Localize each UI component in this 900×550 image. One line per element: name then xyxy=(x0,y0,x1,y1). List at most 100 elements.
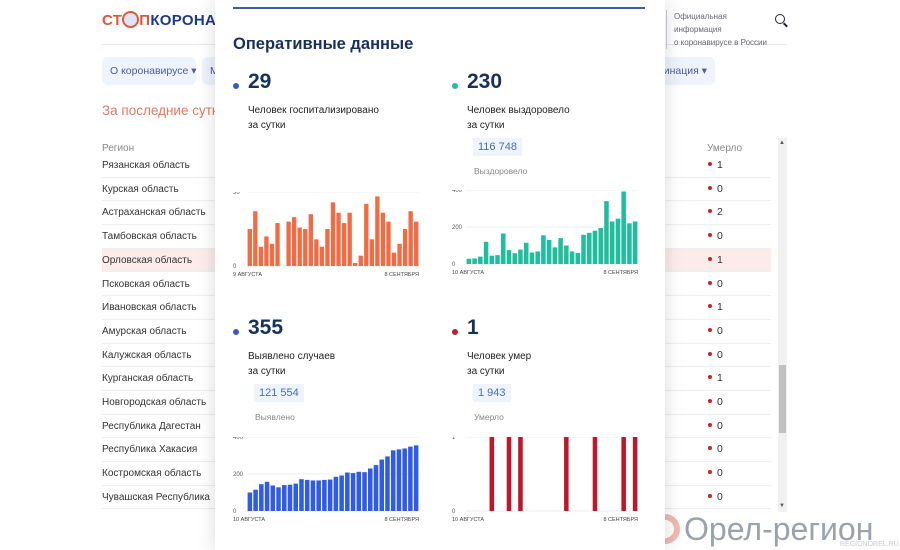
bar[interactable] xyxy=(358,255,363,266)
bar[interactable] xyxy=(501,233,506,264)
bar[interactable] xyxy=(546,239,552,264)
nav-about-coronavirus[interactable]: О коронавирусе ▾ xyxy=(102,57,197,85)
bar[interactable] xyxy=(330,202,336,266)
bar[interactable] xyxy=(541,235,546,264)
bar[interactable] xyxy=(396,449,402,511)
bar[interactable] xyxy=(368,468,373,511)
bar[interactable] xyxy=(564,437,569,511)
bar[interactable] xyxy=(402,229,408,266)
bar[interactable] xyxy=(390,450,396,511)
bar[interactable] xyxy=(512,253,517,264)
bar[interactable] xyxy=(587,232,592,264)
bar[interactable] xyxy=(364,203,369,266)
bar[interactable] xyxy=(495,255,500,264)
bar[interactable] xyxy=(632,437,638,511)
bar[interactable] xyxy=(375,196,380,266)
bar[interactable] xyxy=(397,243,402,266)
bar[interactable] xyxy=(253,211,258,266)
bar[interactable] xyxy=(408,446,413,511)
bar[interactable] xyxy=(552,247,558,264)
bar[interactable] xyxy=(621,437,626,511)
official-info-link[interactable]: Официальная информация о коронавирусе в Р… xyxy=(666,10,776,49)
bar[interactable] xyxy=(297,227,302,266)
bar[interactable] xyxy=(518,249,523,264)
bar[interactable] xyxy=(380,212,386,266)
bar[interactable] xyxy=(478,256,483,264)
bar[interactable] xyxy=(598,227,603,264)
bar[interactable] xyxy=(466,258,472,264)
bar[interactable] xyxy=(408,211,413,266)
bar[interactable] xyxy=(615,218,621,264)
bar[interactable] xyxy=(314,239,319,266)
bar[interactable] xyxy=(373,465,379,511)
bar[interactable] xyxy=(350,473,356,511)
bar[interactable] xyxy=(369,239,375,266)
bar[interactable] xyxy=(253,489,258,511)
bar[interactable] xyxy=(303,229,308,266)
bar[interactable] xyxy=(535,251,540,264)
bar[interactable] xyxy=(327,479,333,511)
scrollbar[interactable] xyxy=(778,138,787,512)
bar[interactable] xyxy=(264,481,270,511)
bar[interactable] xyxy=(282,485,287,511)
bar[interactable] xyxy=(310,480,316,511)
bar[interactable] xyxy=(286,221,291,266)
bar[interactable] xyxy=(269,243,275,266)
bar[interactable] xyxy=(489,437,495,511)
bar[interactable] xyxy=(385,456,390,511)
bar[interactable] xyxy=(353,263,358,266)
bar[interactable] xyxy=(304,479,310,511)
bar[interactable] xyxy=(569,251,575,264)
bar[interactable] xyxy=(259,484,264,511)
bar[interactable] xyxy=(483,241,489,264)
bar[interactable] xyxy=(581,234,586,264)
bar[interactable] xyxy=(379,459,384,511)
bar[interactable] xyxy=(293,483,298,511)
bar[interactable] xyxy=(291,217,297,266)
bar[interactable] xyxy=(632,221,638,264)
bar[interactable] xyxy=(609,221,615,264)
bar[interactable] xyxy=(413,445,419,511)
bar[interactable] xyxy=(362,472,367,511)
bar[interactable] xyxy=(275,223,280,266)
bar[interactable] xyxy=(270,485,276,511)
bar[interactable] xyxy=(258,246,264,266)
bar[interactable] xyxy=(264,236,269,266)
bar[interactable] xyxy=(604,201,609,264)
bar[interactable] xyxy=(287,484,293,511)
bar[interactable] xyxy=(333,476,339,511)
bar[interactable] xyxy=(347,212,352,266)
bar[interactable] xyxy=(345,472,350,511)
bar[interactable] xyxy=(564,245,569,265)
bar[interactable] xyxy=(472,258,477,264)
bar[interactable] xyxy=(523,242,529,264)
bar[interactable] xyxy=(247,229,252,266)
bar[interactable] xyxy=(247,492,253,512)
bar[interactable] xyxy=(489,255,495,264)
bar[interactable] xyxy=(339,475,344,511)
bar[interactable] xyxy=(402,448,407,511)
bar[interactable] xyxy=(341,223,347,266)
scrollbar-thumb[interactable] xyxy=(779,365,786,433)
bar[interactable] xyxy=(336,212,341,266)
bar[interactable] xyxy=(592,230,598,264)
bar[interactable] xyxy=(592,437,598,511)
bar[interactable] xyxy=(575,252,581,264)
bar[interactable] xyxy=(356,471,362,511)
bar[interactable] xyxy=(391,252,397,266)
scroll-down-icon[interactable]: ▼ xyxy=(779,503,785,509)
bar[interactable] xyxy=(621,191,626,264)
bar[interactable] xyxy=(506,437,512,511)
bar[interactable] xyxy=(518,437,523,511)
bar[interactable] xyxy=(529,252,535,264)
bar[interactable] xyxy=(506,250,512,264)
bar[interactable] xyxy=(414,221,419,266)
bar[interactable] xyxy=(325,229,330,266)
bar[interactable] xyxy=(319,246,325,266)
bar[interactable] xyxy=(627,223,632,264)
bar[interactable] xyxy=(276,487,281,511)
bar[interactable] xyxy=(308,214,313,266)
bar[interactable] xyxy=(322,479,327,511)
bar[interactable] xyxy=(558,238,563,264)
bar[interactable] xyxy=(299,479,304,511)
